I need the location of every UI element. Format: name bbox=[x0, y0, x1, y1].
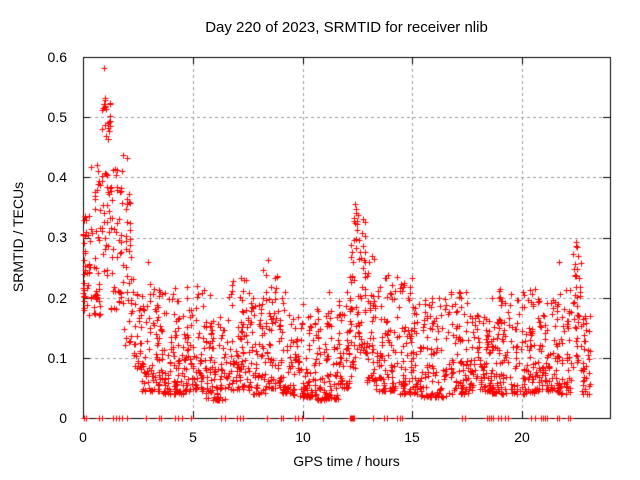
x-tick-label: 20 bbox=[514, 429, 530, 445]
x-tick-label: 10 bbox=[295, 429, 311, 445]
x-tick-label: 15 bbox=[404, 429, 420, 445]
y-tick-label: 0.5 bbox=[47, 109, 67, 125]
y-tick-label: 0.2 bbox=[47, 290, 67, 306]
y-tick-label: 0.1 bbox=[47, 350, 67, 366]
y-tick-label: 0 bbox=[59, 410, 67, 426]
x-tick-label: 0 bbox=[79, 429, 87, 445]
x-axis-label: GPS time / hours bbox=[293, 453, 400, 469]
y-tick-label: 0.4 bbox=[47, 169, 67, 185]
x-tick-label: 5 bbox=[189, 429, 197, 445]
y-tick-label: 0.3 bbox=[47, 229, 67, 245]
chart-title: Day 220 of 2023, SRMTID for receiver nli… bbox=[205, 19, 488, 36]
y-tick-label: 0.6 bbox=[47, 49, 67, 65]
